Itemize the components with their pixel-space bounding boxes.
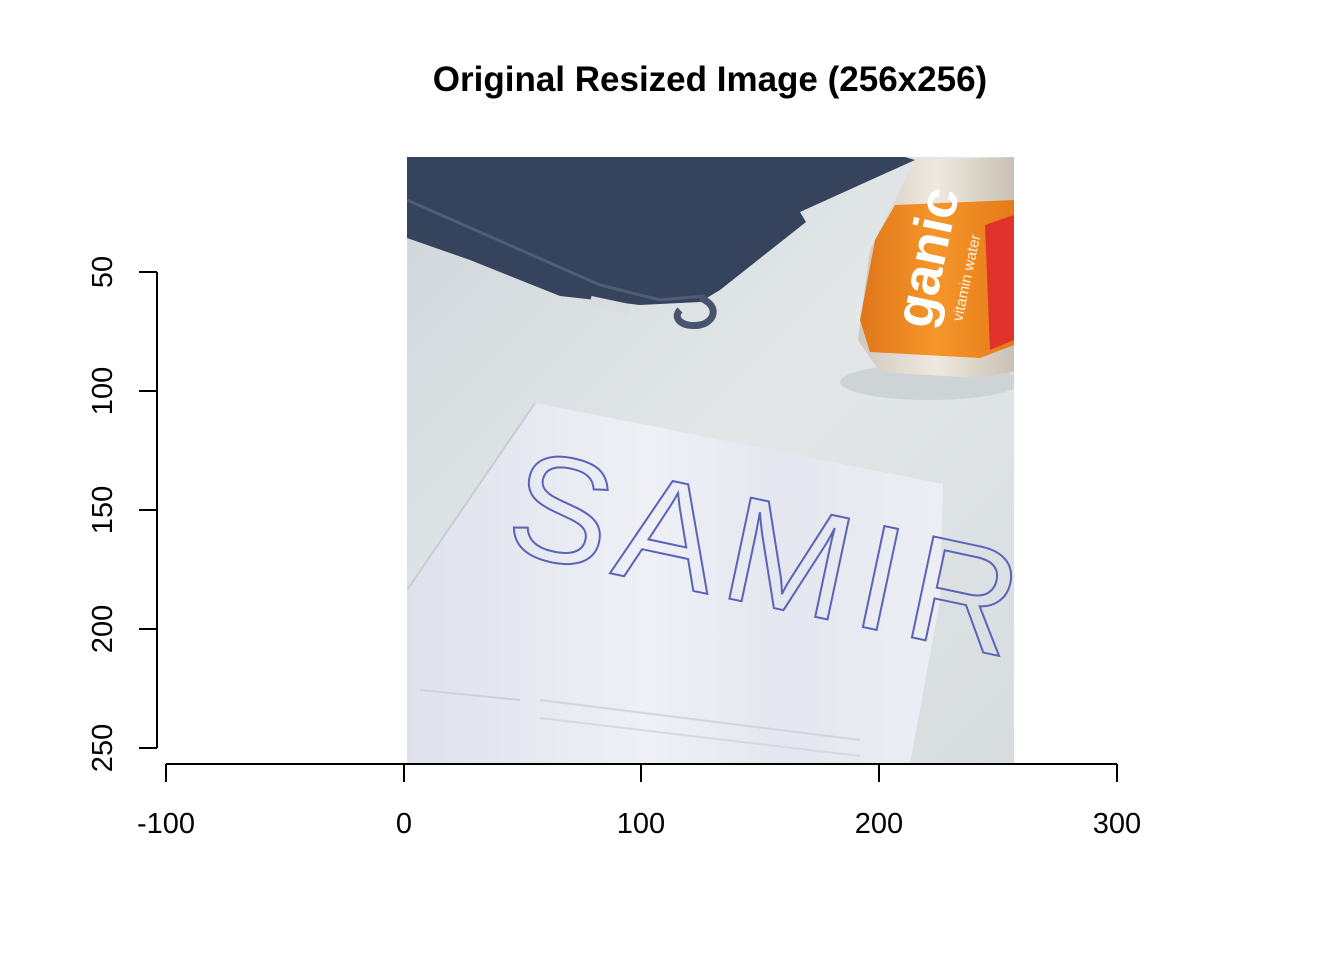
towel-tag <box>589 295 631 315</box>
x-axis: -100 0 100 200 300 <box>137 763 1141 840</box>
y-tick-label: 150 <box>87 486 119 534</box>
bottle-label <box>860 200 1014 358</box>
photo: ganic vitamin water SAMIR <box>407 157 1014 764</box>
x-tick-label: 300 <box>1093 808 1141 840</box>
y-axis: 50 100 150 200 250 <box>87 256 158 772</box>
bottle: ganic vitamin water <box>858 157 1014 378</box>
towel <box>407 157 915 305</box>
x-tick-label: 0 <box>396 808 412 840</box>
y-tick-label: 50 <box>87 256 119 288</box>
y-tick-label: 100 <box>87 367 119 415</box>
towel-loop <box>673 294 717 330</box>
x-tick-label: 200 <box>855 808 903 840</box>
paper <box>407 403 943 764</box>
y-tick-label: 200 <box>87 605 119 653</box>
y-tick-label: 250 <box>87 724 119 772</box>
x-tick-label: -100 <box>137 808 195 840</box>
x-tick-label: 100 <box>617 808 665 840</box>
plot-title: Original Resized Image (256x256) <box>432 60 988 99</box>
